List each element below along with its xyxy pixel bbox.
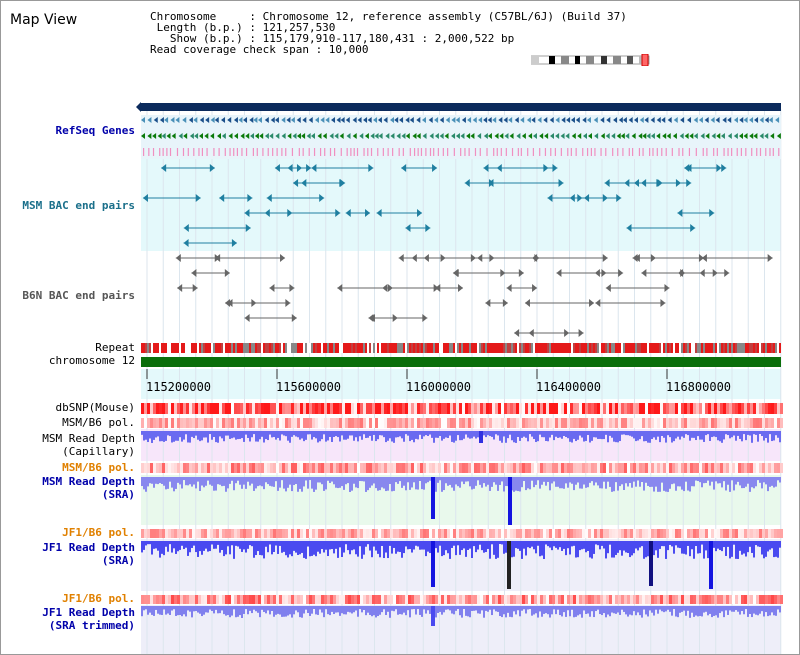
axis-tick-label: 115200000 [146,380,212,394]
info-show: Show (b.p.) : 115,179,910-117,180,431 : … [150,32,515,45]
label-chromosome-12: chromosome 12 [48,354,135,367]
axis-tick-label: 116000000 [406,380,472,394]
label-dbsnp-mouse: dbSNP(Mouse) [55,401,135,414]
label-b6n-bac-end-pairs: B6N BAC end pairs [22,289,135,302]
region-bar [141,103,781,111]
label-msm-b6-pol-2: MSM/B6 pol. [62,461,135,474]
info-chromosome: Chromosome : Chromosome 12, reference as… [150,10,627,23]
panel-title: Map View [10,12,78,28]
label-msm-depth-sra-1: MSM Read Depth [42,475,135,488]
msm-bac-track-bg [141,159,781,251]
label-jf1-b6-pol: JF1/B6 pol. [62,526,135,539]
axis-bg [141,369,781,399]
label-jf1-depth-sra-1: JF1 Read Depth [42,541,135,554]
axis-tick-label: 116400000 [536,380,602,394]
axis-tick-label: 116800000 [666,380,732,394]
label-msm-bac-end-pairs: MSM BAC end pairs [22,199,135,212]
chromosome-bar [141,357,781,367]
label-jf1-b6-pol-2: JF1/B6 pol. [62,592,135,605]
label-msm-depth-capillary-1: MSM Read Depth [42,432,135,445]
info-coverage-span: Read coverage check span : 10,000 [150,43,369,56]
label-jf1-depth-trim-2: (SRA trimmed) [48,619,135,632]
label-repeat: Repeat [95,341,135,354]
label-msm-b6-pol: MSM/B6 pol. [62,416,135,429]
axis-tick-label: 115600000 [276,380,342,394]
label-jf1-depth-sra-2: (SRA) [101,554,135,567]
region-bar-arrow [136,102,141,112]
info-length: Length (b.p.) : 121,257,530 [150,21,336,34]
label-jf1-depth-trim-1: JF1 Read Depth [42,606,135,619]
label-refseq-genes: RefSeq Genes [55,124,135,137]
label-msm-depth-sra-2: (SRA) [101,488,135,501]
label-msm-depth-capillary-2: (Capillary) [62,445,135,458]
chromosome-ideogram[interactable] [531,54,653,66]
region-info: Chromosome : Chromosome 12, reference as… [150,11,627,55]
